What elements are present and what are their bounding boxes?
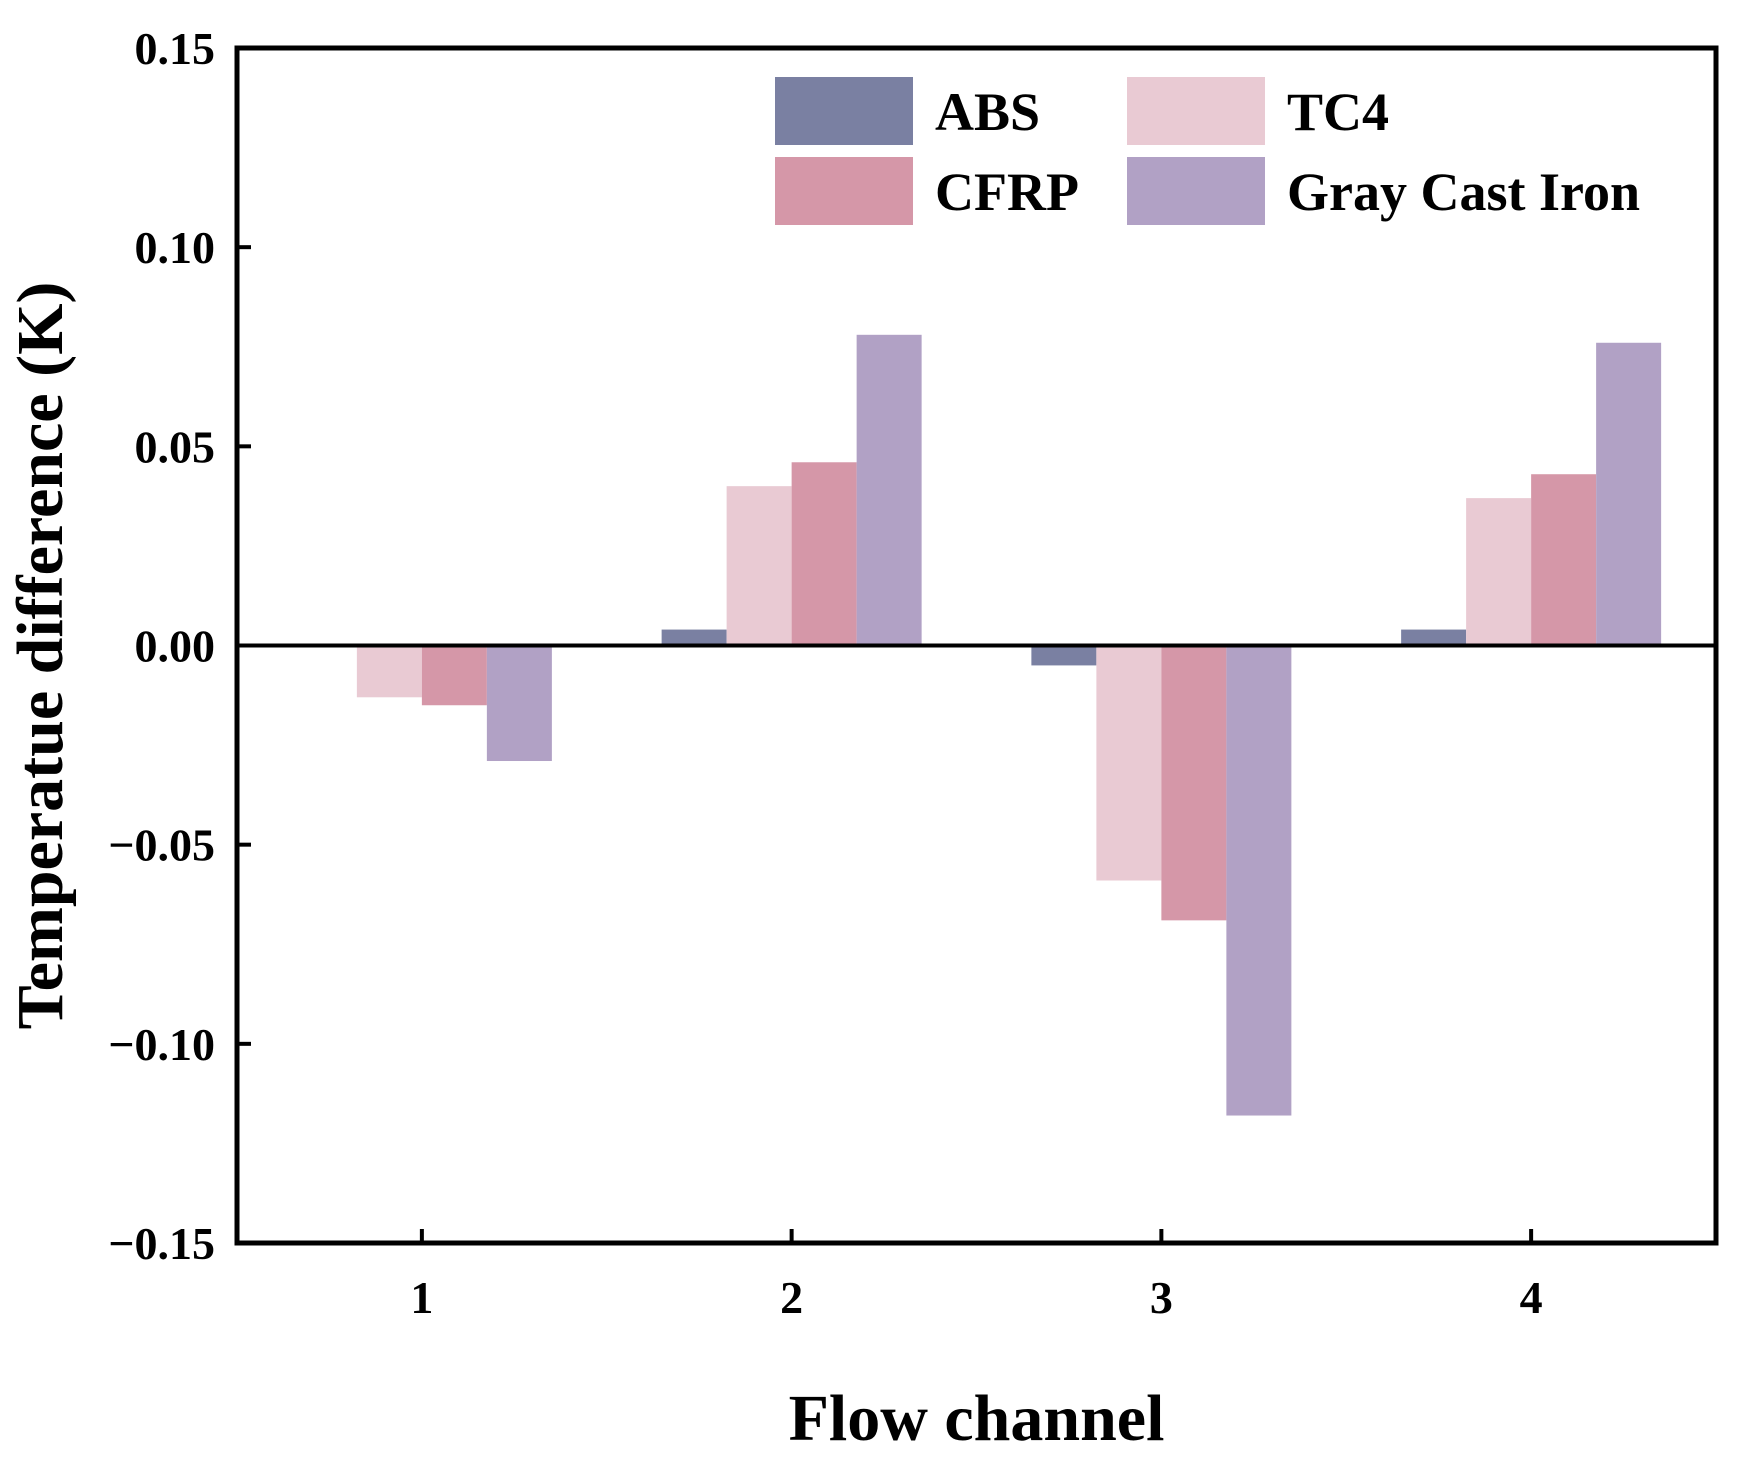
y-axis-title: Temperatue difference (K): [4, 282, 77, 1030]
bar-tc4-2: [726, 486, 792, 646]
bar-cfrp-2: [791, 462, 857, 646]
legend-swatch: [1127, 77, 1265, 145]
y-tick-label: −0.05: [108, 820, 215, 871]
bar-tc4-1: [356, 645, 422, 698]
bar-gray-cast-iron-4: [1596, 342, 1662, 646]
legend-swatch: [775, 157, 913, 225]
y-tick-label: −0.15: [108, 1218, 215, 1269]
bar-abs-3: [1031, 645, 1097, 666]
bar-abs-4: [1401, 629, 1467, 646]
y-tick-label: 0.05: [135, 421, 216, 472]
legend-label: CFRP: [935, 162, 1079, 222]
legend-swatch: [1127, 157, 1265, 225]
legend-label: TC4: [1287, 82, 1389, 142]
bar-cfrp-4: [1531, 474, 1597, 646]
bar-tc4-4: [1466, 498, 1532, 646]
bars-layer: [291, 334, 1662, 1116]
bar-abs-2: [661, 629, 727, 646]
y-tick-label: 0.15: [135, 23, 216, 74]
legend-label: Gray Cast Iron: [1287, 162, 1640, 222]
x-tick-label: 4: [1520, 1272, 1543, 1323]
y-tick-label: 0.00: [135, 621, 216, 672]
legend: ABS TC4 CFRP Gray Cast Iron: [775, 77, 1640, 225]
ticks-layer: 0.15 0.10 0.05 0.00 −0.05 −0.10 −0.15 1 2 3 4: [108, 23, 1542, 1323]
bar-cfrp-3: [1161, 645, 1227, 921]
legend-swatch: [775, 77, 913, 145]
bar-tc4-3: [1096, 645, 1162, 881]
y-tick-label: −0.10: [108, 1019, 215, 1070]
bar-cfrp-1: [421, 645, 487, 706]
x-tick-label: 1: [410, 1272, 433, 1323]
x-axis-title: Flow channel: [789, 1382, 1165, 1455]
x-tick-label: 2: [780, 1272, 803, 1323]
bar-gray-cast-iron-2: [856, 334, 922, 646]
y-tick-label: 0.10: [135, 222, 216, 273]
bar-gray-cast-iron-1: [486, 645, 552, 762]
legend-label: ABS: [935, 82, 1040, 142]
x-tick-label: 3: [1150, 1272, 1173, 1323]
bar-gray-cast-iron-3: [1226, 645, 1292, 1116]
